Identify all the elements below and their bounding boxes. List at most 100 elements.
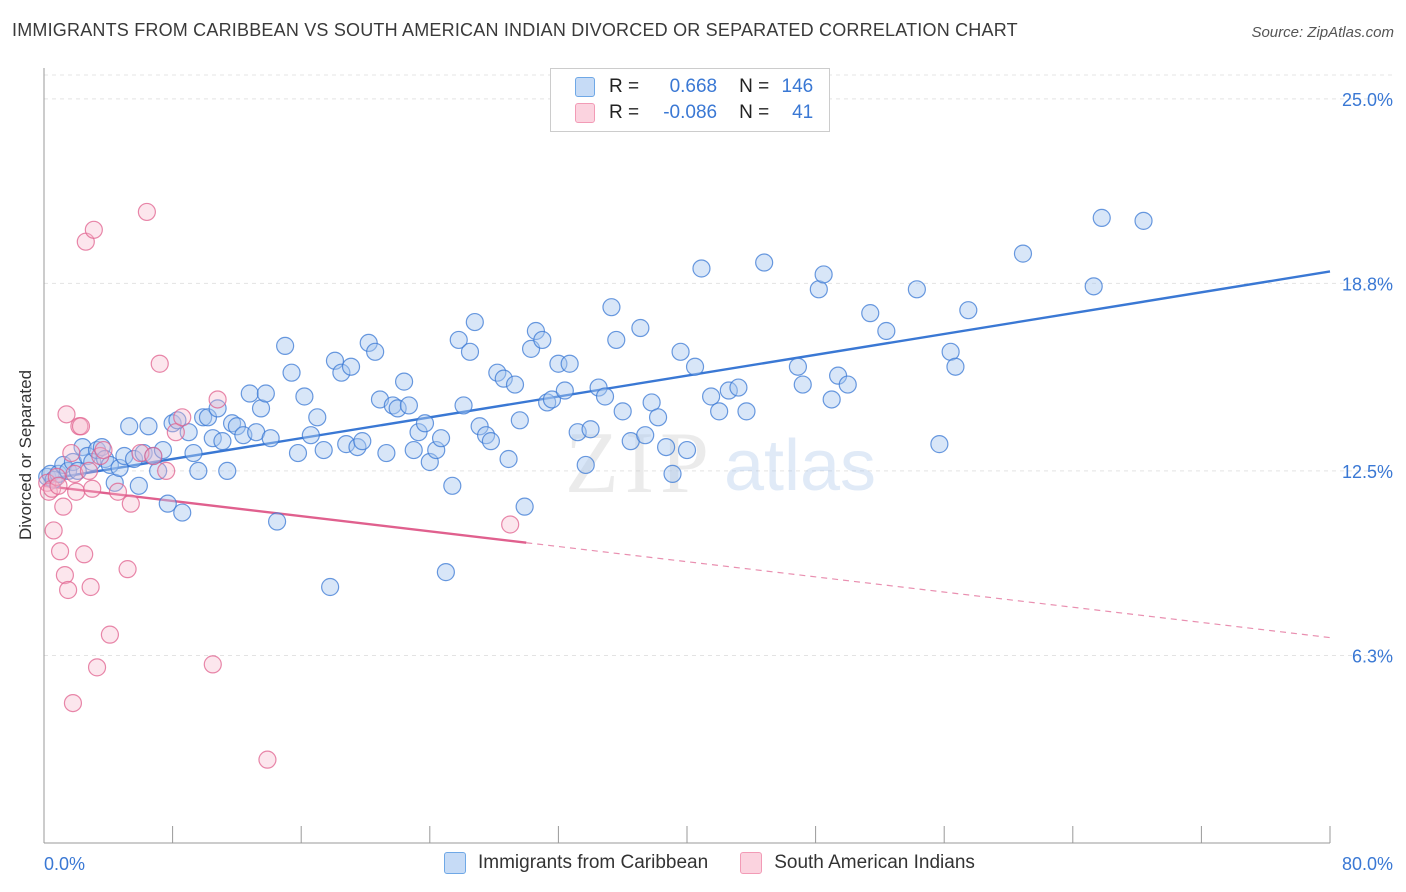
data-point — [589, 378, 608, 397]
data-point — [173, 408, 192, 427]
legend-r-value: 0.668 — [669, 76, 718, 97]
series-caribbean — [38, 208, 1153, 597]
data-point — [671, 342, 690, 361]
data-point — [394, 372, 414, 391]
trend-line — [43, 270, 1331, 482]
data-point — [755, 253, 774, 272]
data-point — [194, 408, 213, 427]
data-point — [137, 202, 156, 222]
data-point — [267, 512, 287, 531]
data-point — [526, 321, 545, 341]
data-point — [648, 408, 668, 427]
data-point — [118, 560, 137, 579]
data-point — [470, 417, 489, 436]
data-point — [120, 417, 139, 436]
data-point — [288, 443, 308, 463]
series-legend: Immigrants from Caribbean South American… — [444, 852, 1007, 874]
data-point — [449, 330, 468, 350]
data-point — [454, 396, 473, 415]
data-point — [946, 357, 965, 376]
legend-r-label: R = — [609, 102, 640, 123]
data-point — [332, 363, 351, 382]
data-point — [314, 440, 333, 460]
data-point — [276, 336, 295, 355]
data-point — [295, 387, 314, 406]
data-point — [222, 414, 242, 433]
data-point — [158, 494, 177, 513]
data-point — [353, 432, 372, 451]
data-point — [383, 396, 402, 415]
y-tick-labels: 6.3% 12.5% 18.8% 25.0% — [1342, 90, 1393, 667]
data-point — [388, 399, 407, 418]
data-point — [377, 443, 396, 463]
data-point — [258, 750, 277, 769]
data-point — [555, 381, 574, 400]
data-point — [581, 420, 600, 439]
source-label: Source: ZipAtlas.com — [1251, 24, 1394, 41]
data-point — [301, 426, 320, 445]
data-point — [54, 497, 73, 516]
data-point — [607, 330, 626, 350]
data-point — [71, 417, 91, 436]
data-point — [341, 357, 361, 376]
data-point — [79, 461, 99, 481]
legend-swatch-pink — [740, 852, 763, 874]
x-max-label: 80.0% — [1342, 854, 1393, 874]
data-point — [87, 658, 107, 677]
trend-lines — [43, 270, 1331, 639]
data-point — [144, 446, 163, 466]
legend-swatch-blue — [575, 77, 595, 97]
data-point — [460, 342, 480, 361]
data-point — [67, 482, 86, 501]
gridlines — [44, 74, 1393, 656]
data-point — [560, 354, 579, 373]
data-point — [75, 545, 94, 564]
series-south-american — [38, 202, 520, 769]
data-point — [861, 304, 880, 323]
data-point — [838, 375, 857, 394]
y-axis-label: Divorced or Separated — [16, 369, 35, 541]
legend-label-caribbean: Immigrants from Caribbean — [478, 852, 709, 873]
legend-swatch-pink — [575, 103, 595, 123]
data-point — [692, 259, 711, 278]
data-point — [208, 390, 227, 409]
legend-item-caribbean: Immigrants from Caribbean — [444, 852, 708, 874]
data-point — [308, 408, 327, 427]
data-point — [83, 479, 102, 498]
data-point — [121, 494, 140, 513]
data-point — [602, 298, 621, 317]
data-point — [1084, 277, 1103, 296]
data-point — [57, 405, 76, 424]
data-point — [631, 318, 650, 338]
data-point — [65, 464, 84, 483]
data-point — [510, 411, 529, 430]
data-point — [189, 461, 208, 481]
data-point — [59, 580, 78, 600]
data-point — [129, 476, 148, 495]
y-tick-label: 12.5% — [1342, 462, 1393, 482]
data-point — [431, 429, 451, 448]
data-point — [256, 384, 275, 403]
data-point — [1092, 208, 1111, 227]
watermark-atlas: atlas — [724, 426, 876, 506]
data-point — [465, 312, 484, 332]
data-point — [39, 482, 58, 501]
data-point — [366, 342, 385, 361]
data-point — [218, 461, 237, 481]
y-tick-label: 18.8% — [1342, 274, 1393, 294]
data-point — [959, 301, 978, 320]
data-point — [173, 503, 192, 522]
data-point — [729, 378, 748, 397]
trend-line-extension — [526, 542, 1331, 639]
legend-n-label: N = — [739, 76, 770, 97]
data-point — [443, 476, 462, 495]
data-point — [613, 402, 632, 421]
data-point — [481, 432, 500, 451]
data-point — [505, 375, 525, 394]
legend-swatch-blue — [444, 852, 466, 874]
data-point — [63, 693, 83, 713]
watermark-zip: ZIP — [565, 415, 715, 512]
data-point — [1013, 244, 1033, 263]
data-point — [153, 440, 173, 460]
